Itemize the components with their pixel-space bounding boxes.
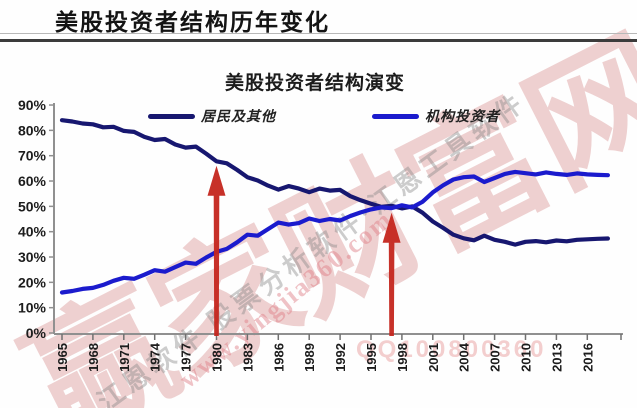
line-residents — [59, 118, 611, 247]
header-divider-thin — [0, 33, 637, 34]
x-tick-label: 2007 — [488, 343, 503, 372]
legend-line-residents — [148, 113, 195, 119]
legend-line-institutional — [372, 113, 419, 119]
x-tick-label: 1971 — [117, 343, 132, 372]
annotation-arrow-2 — [382, 212, 401, 336]
y-tick-label: 80% — [18, 122, 47, 138]
legend-label-residents: 居民及其他 — [201, 110, 276, 125]
y-tick-label: 50% — [18, 198, 47, 214]
x-tick-label: 1980 — [210, 343, 225, 372]
x-tick-label: 1995 — [364, 343, 379, 372]
x-tick-label: 1968 — [86, 343, 101, 372]
x-tick-label: 2013 — [549, 343, 564, 372]
x-tick-label: 1965 — [55, 343, 70, 372]
page-title: 美股投资者结构历年变化 — [55, 10, 330, 35]
y-tick-label: 40% — [18, 224, 47, 240]
y-tick-label: 30% — [18, 249, 47, 265]
x-tick-label: 1977 — [179, 343, 194, 372]
line-institutional — [59, 169, 611, 295]
y-tick-label: 90% — [18, 97, 47, 113]
x-tick-label: 2001 — [426, 343, 441, 372]
x-tick-label: 1986 — [271, 343, 286, 372]
y-tick-label: 60% — [18, 173, 47, 189]
x-tick-label: 1989 — [302, 343, 317, 372]
legend-label-institutional: 机构投资者 — [425, 110, 500, 125]
chart-title: 美股投资者结构演变 — [224, 73, 406, 94]
y-tick-label: 10% — [18, 300, 47, 316]
y-tick-label: 20% — [18, 274, 47, 290]
legend-item-residents: 居民及其他 — [148, 106, 276, 126]
x-tick-label: 2016 — [580, 343, 595, 372]
y-tick-label: 70% — [18, 148, 47, 164]
header-divider-thick — [0, 39, 637, 42]
x-tick-label: 2010 — [519, 343, 534, 372]
x-tick-label: 2004 — [457, 342, 472, 372]
x-tick-label: 1974 — [148, 342, 163, 372]
x-tick-label: 1998 — [395, 343, 410, 372]
x-tick-label: 1983 — [240, 343, 255, 372]
annotation-arrow-1 — [207, 165, 226, 336]
legend-item-institutional: 机构投资者 — [372, 106, 500, 126]
y-tick-label: 0% — [26, 325, 47, 341]
x-tick-label: 1992 — [333, 343, 348, 372]
